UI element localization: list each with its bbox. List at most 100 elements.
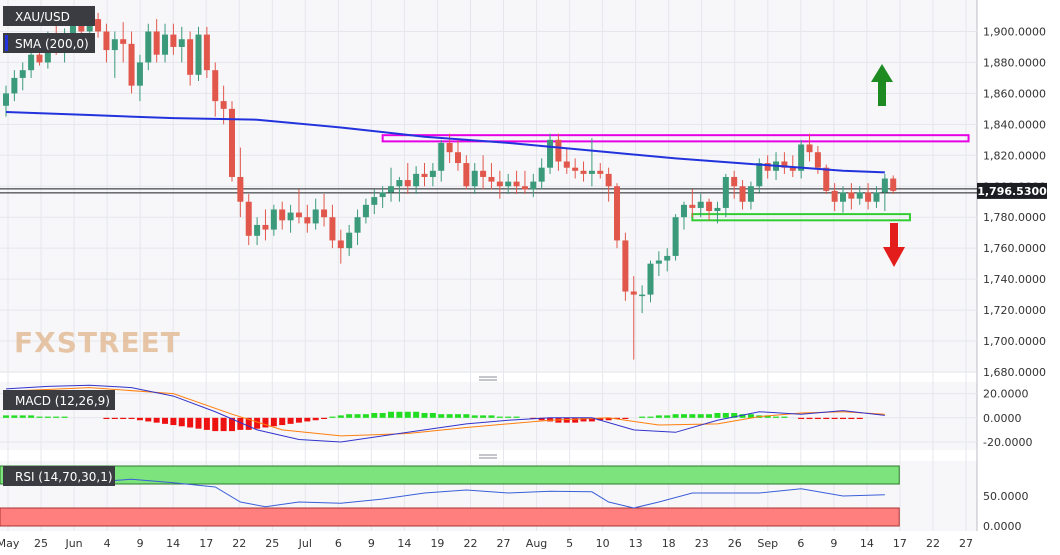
x-tick-label: 17 — [893, 537, 907, 550]
candle — [404, 163, 411, 194]
candle — [639, 285, 646, 314]
candle-body — [404, 180, 411, 187]
candle-body — [78, 23, 85, 32]
x-tick-label: 25 — [265, 537, 279, 550]
candle — [237, 147, 244, 218]
candle — [873, 186, 880, 208]
macd-hist-bar — [354, 414, 361, 418]
resistance-zone — [381, 134, 970, 143]
macd-hist-bar — [563, 417, 570, 423]
candle-body — [312, 209, 319, 224]
x-tick-label: 14 — [397, 537, 411, 550]
candle — [597, 163, 604, 179]
candle — [881, 173, 888, 212]
candle-body — [597, 170, 604, 174]
candle — [488, 163, 495, 190]
macd-hist-bar — [739, 414, 746, 418]
macd-hist-bar — [731, 412, 738, 418]
candle-body — [789, 167, 796, 171]
symbol-label: XAU/USD — [15, 10, 70, 24]
macd-hist-bar — [572, 417, 579, 423]
candle-body — [530, 181, 537, 190]
macd-hist-bar — [237, 417, 244, 430]
candle — [739, 180, 746, 210]
macd-hist-bar — [605, 417, 612, 421]
x-tick-label: 27 — [959, 537, 973, 550]
macd-hist-bar — [747, 414, 754, 418]
candle-body — [731, 176, 738, 187]
macd-hist-bar — [680, 414, 687, 418]
macd-y-tick-label: -20.0000 — [983, 436, 1032, 449]
candle — [346, 224, 353, 256]
x-tick-label: 25 — [34, 537, 48, 550]
candle — [120, 22, 127, 63]
x-tick-label: 22 — [232, 537, 246, 550]
rsi-overbought-zone — [0, 465, 900, 485]
candle — [538, 158, 545, 190]
macd-chip[interactable]: MACD (12,26,9) — [3, 390, 115, 410]
macd-hist-bar — [538, 417, 545, 421]
candle — [563, 147, 570, 174]
candle — [513, 170, 520, 194]
candle-body — [3, 93, 9, 106]
macd-hist-bar — [53, 416, 60, 418]
price-y-tick-label: 1,680.0000 — [983, 366, 1046, 379]
candle-body — [672, 217, 679, 256]
candle-body — [848, 192, 855, 199]
candle — [831, 183, 838, 212]
candle-body — [220, 101, 227, 109]
macd-hist-bar — [262, 417, 269, 428]
candle-body — [279, 209, 286, 221]
macd-hist-bar — [3, 415, 9, 418]
candle-body — [798, 144, 805, 171]
candle — [136, 54, 143, 102]
x-tick-label: 18 — [662, 537, 676, 550]
candle — [337, 229, 344, 264]
macd-hist-bar — [103, 417, 110, 420]
candle-body — [379, 192, 386, 198]
candle — [321, 194, 328, 227]
x-tick-label: Jun — [64, 537, 82, 550]
candle-body — [856, 192, 863, 199]
candle-body — [664, 255, 671, 261]
rsi-chip[interactable]: RSI (14,70,30,1) — [3, 466, 115, 486]
x-tick-label: 26 — [728, 537, 742, 550]
candle — [865, 183, 872, 210]
candle — [555, 133, 562, 171]
candle — [203, 26, 210, 78]
macd-hist-bar — [295, 417, 302, 423]
macd-splitter-handle[interactable] — [479, 376, 497, 381]
rsi-splitter-handle[interactable] — [479, 454, 497, 459]
macd-signal-line — [5, 387, 885, 437]
price-y-tick-label: 1,820.0000 — [983, 149, 1046, 162]
candle-body — [814, 152, 821, 168]
candle-body — [262, 224, 269, 230]
x-tick-label: 6 — [797, 537, 804, 550]
candle-body — [563, 161, 570, 168]
macd-hist-bar — [44, 416, 51, 418]
candle-body — [689, 204, 696, 208]
macd-hist-bar — [28, 415, 35, 418]
candle — [170, 23, 177, 55]
candle-body — [270, 209, 277, 230]
candle — [195, 26, 202, 82]
x-tick-label: 14 — [166, 537, 180, 550]
rsi-label: RSI (14,70,30,1) — [15, 470, 113, 484]
candle — [530, 173, 537, 198]
candle — [3, 85, 9, 117]
macd-hist-bar — [396, 411, 403, 418]
macd-hist-bar — [61, 416, 68, 418]
symbol-chip[interactable]: XAU/USD — [3, 6, 95, 26]
candle-body — [639, 294, 646, 297]
sma-chip[interactable]: SMA (200,0) — [3, 33, 95, 53]
candle-body — [145, 31, 152, 63]
candle-body — [396, 180, 403, 187]
macd-hist-bar — [496, 416, 503, 418]
macd-hist-bar — [36, 416, 43, 418]
macd-hist-bar — [488, 415, 495, 418]
price-y-tick-label: 1,880.0000 — [983, 56, 1046, 69]
macd-hist-bar — [471, 415, 478, 418]
candle-body — [438, 142, 445, 171]
macd-hist-bar — [446, 414, 453, 418]
candle — [388, 167, 395, 202]
